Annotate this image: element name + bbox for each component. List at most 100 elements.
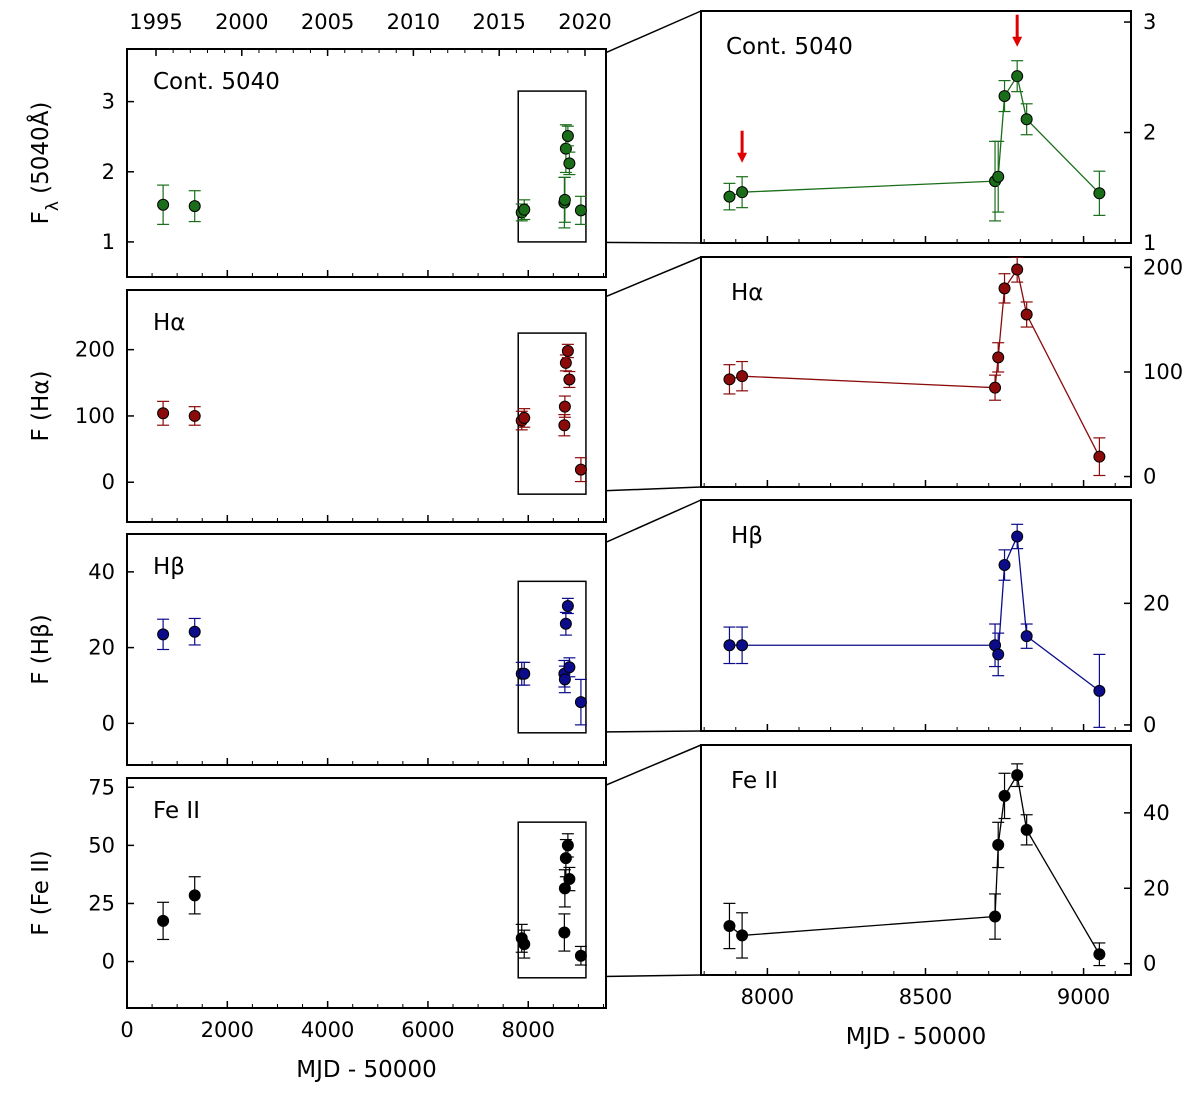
- series-line: [729, 773, 1100, 955]
- y-tick-label: 100: [75, 404, 115, 428]
- zoom-box: [517, 90, 587, 243]
- y-tick-label: 3: [1143, 10, 1156, 34]
- y-tick-label: 100: [1143, 360, 1183, 384]
- x-tick-label: 6000: [401, 1018, 454, 1042]
- data-point: [518, 203, 531, 216]
- data-point: [992, 351, 1005, 364]
- data-point: [563, 661, 576, 674]
- y-tick-label: 1: [1143, 231, 1156, 255]
- y-tick-label: 1: [102, 230, 115, 254]
- data-point: [157, 628, 170, 641]
- cont-overview-panel: 1995 2000 2005 2010 2015 2020 1 2 3 Fλ (5040Å) Con…: [26, 10, 612, 278]
- cont-zoom-panel: 1 2 3 Cont. 5040: [700, 10, 1156, 255]
- data-point: [723, 190, 736, 203]
- y-tick-label: 2: [102, 160, 115, 184]
- data-point: [518, 411, 531, 424]
- panel-title: Cont. 5040: [153, 69, 280, 95]
- data-point: [1093, 187, 1106, 200]
- data-point: [561, 344, 574, 357]
- data-point: [558, 419, 571, 432]
- data-point: [736, 370, 749, 383]
- data-point: [992, 648, 1005, 661]
- data-point: [1011, 769, 1024, 782]
- data-point: [998, 559, 1011, 572]
- data-point: [998, 282, 1011, 295]
- data-point: [563, 157, 576, 170]
- data-point: [998, 90, 1011, 103]
- data-point: [558, 400, 571, 413]
- data-point: [559, 852, 572, 865]
- data-point: [558, 673, 571, 686]
- y-tick-label: 0: [102, 950, 115, 974]
- y-axis-label: F (Fe II): [28, 850, 54, 936]
- plot-area: [157, 124, 587, 229]
- data-point: [992, 838, 1005, 851]
- data-point: [723, 919, 736, 932]
- data-point: [1020, 113, 1033, 126]
- top-year-label: 2015: [472, 10, 525, 34]
- y-axis-label-subscript: λ: [43, 201, 63, 211]
- data-point: [574, 204, 587, 217]
- top-year-label: 2000: [215, 10, 268, 34]
- data-point: [989, 381, 1002, 394]
- axes-frame: [126, 777, 607, 1009]
- y-tick-label: 0: [102, 711, 115, 735]
- data-point: [723, 639, 736, 652]
- plot-area: [157, 343, 587, 483]
- x-tick-label: 8000: [502, 1018, 555, 1042]
- data-point: [1011, 530, 1024, 543]
- axes-frame: [700, 10, 1132, 244]
- axes-frame: [700, 256, 1132, 488]
- data-point: [1093, 684, 1106, 697]
- data-point: [561, 839, 574, 852]
- red-arrow-head: [737, 152, 748, 163]
- data-point: [723, 373, 736, 386]
- panel-title: Fe II: [153, 798, 200, 824]
- x-tick-label: 4000: [301, 1018, 354, 1042]
- hbeta-zoom-panel: 0 20 Hβ: [700, 499, 1170, 737]
- zoom-box: [517, 580, 587, 734]
- data-point: [574, 696, 587, 709]
- data-point: [1020, 630, 1033, 643]
- y-tick-label: 50: [88, 833, 115, 857]
- y-axis-label: F (Hα): [28, 371, 54, 442]
- data-point: [1020, 823, 1033, 836]
- x-axis-label: MJD - 50000: [296, 1057, 436, 1083]
- axes-frame: [126, 533, 607, 766]
- panel-title: Hβ: [153, 554, 185, 580]
- plot-area: [157, 597, 587, 726]
- y-axis-label-rest: (5040Å): [26, 102, 54, 202]
- series-line: [729, 74, 1100, 198]
- axes-frame: [700, 744, 1132, 976]
- y-tick-label: 200: [1143, 255, 1183, 279]
- data-point: [559, 617, 572, 630]
- axes-frame: [700, 499, 1132, 732]
- data-point: [563, 873, 576, 886]
- data-point: [561, 599, 574, 612]
- panel-title: Fe II: [731, 768, 778, 794]
- plot-area: [723, 257, 1106, 477]
- y-tick-label: 20: [1143, 591, 1170, 615]
- halpha-overview-panel: 0 100 200 F (Hα) Hα: [28, 289, 607, 523]
- halpha-zoom-panel: 0 100 200 Hα: [700, 255, 1183, 489]
- plot-area: [723, 763, 1106, 967]
- y-tick-label: 0: [1143, 465, 1156, 489]
- data-point: [1020, 308, 1033, 321]
- y-tick-label: 40: [1143, 801, 1170, 825]
- data-point: [1093, 948, 1106, 961]
- panel-title: Hα: [153, 310, 185, 336]
- y-tick-label: 25: [88, 891, 115, 915]
- red-arrow-head: [1012, 36, 1023, 47]
- data-point: [518, 938, 531, 951]
- data-point: [998, 789, 1011, 802]
- x-axis-label: MJD - 50000: [846, 1024, 986, 1050]
- data-point: [992, 170, 1005, 183]
- data-point: [561, 129, 574, 142]
- data-point: [574, 463, 587, 476]
- data-point: [559, 356, 572, 369]
- panel-title: Cont. 5040: [726, 34, 853, 60]
- axes-frame: [126, 48, 607, 278]
- data-point: [736, 186, 749, 199]
- y-tick-label: 0: [1143, 952, 1156, 976]
